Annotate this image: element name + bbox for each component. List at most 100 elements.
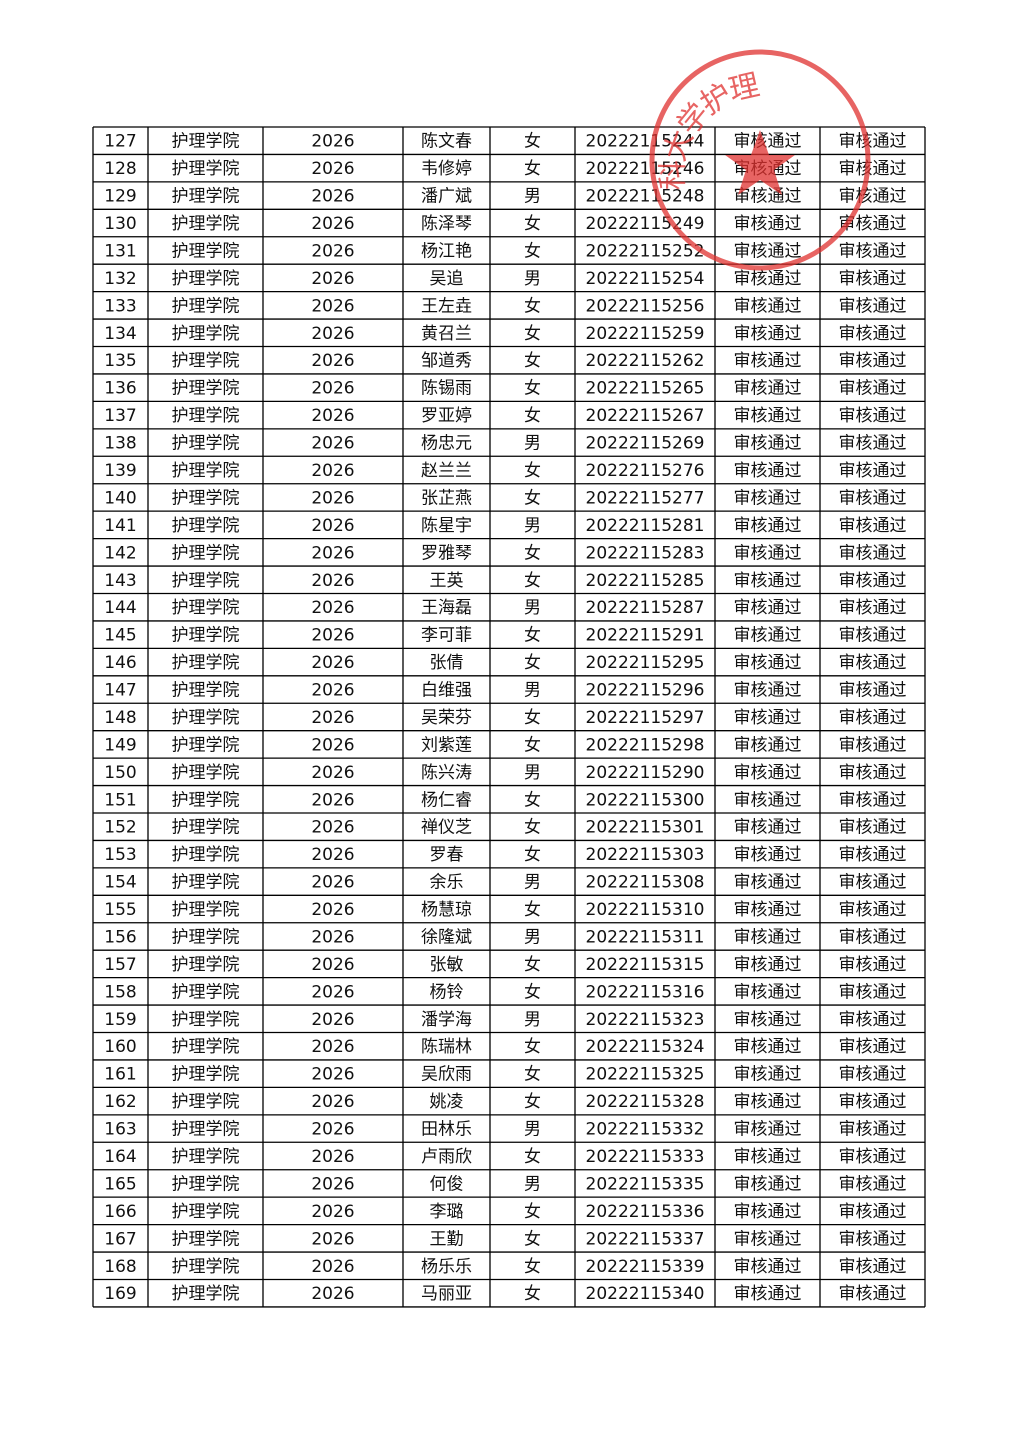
cell: 136 xyxy=(104,379,136,399)
cell: 143 xyxy=(104,571,136,591)
cell: 20222115328 xyxy=(586,1092,705,1112)
cell: 杨乐乐 xyxy=(421,1257,472,1277)
cell: 女 xyxy=(524,982,541,1002)
cell: 审核通过 xyxy=(734,269,802,289)
cell: 20222115262 xyxy=(586,351,705,371)
cell: 157 xyxy=(104,955,136,975)
cell: 2026 xyxy=(311,1065,354,1085)
cell: 护理学院 xyxy=(172,296,240,316)
cell: 李璐 xyxy=(430,1202,464,1222)
cell: 155 xyxy=(104,900,136,920)
cell: 2026 xyxy=(311,626,354,646)
cell: 审核通过 xyxy=(839,214,907,234)
cell: 护理学院 xyxy=(172,488,240,508)
cell: 20222115297 xyxy=(586,708,705,728)
cell: 男 xyxy=(524,927,541,947)
cell: 20222115244 xyxy=(586,132,705,152)
cell: 2026 xyxy=(311,1257,354,1277)
cell: 163 xyxy=(104,1120,136,1140)
cell: 女 xyxy=(524,735,541,755)
cell: 女 xyxy=(524,1037,541,1057)
cell: 2026 xyxy=(311,955,354,975)
cell: 护理学院 xyxy=(172,955,240,975)
cell: 护理学院 xyxy=(172,900,240,920)
cell: 审核通过 xyxy=(839,296,907,316)
cell: 审核通过 xyxy=(734,1120,802,1140)
cell: 潘广斌 xyxy=(421,187,472,207)
cell: 137 xyxy=(104,406,136,426)
cell: 审核通过 xyxy=(734,763,802,783)
cell: 女 xyxy=(524,1092,541,1112)
cell: 男 xyxy=(524,598,541,618)
cell: 2026 xyxy=(311,132,354,152)
cell: 罗亚婷 xyxy=(421,406,472,426)
cell: 审核通过 xyxy=(734,543,802,563)
cell: 陈文春 xyxy=(421,132,472,152)
cell: 马丽亚 xyxy=(421,1284,472,1304)
cell: 审核通过 xyxy=(734,927,802,947)
cell: 审核通过 xyxy=(734,571,802,591)
cell: 128 xyxy=(104,159,136,179)
cell: 男 xyxy=(524,516,541,536)
cell: 护理学院 xyxy=(172,873,240,893)
cell: 护理学院 xyxy=(172,1010,240,1030)
cell: 卢雨欣 xyxy=(421,1147,472,1167)
cell: 男 xyxy=(524,269,541,289)
cell: 2026 xyxy=(311,818,354,838)
cell: 审核通过 xyxy=(839,708,907,728)
cell: 138 xyxy=(104,434,136,454)
cell: 女 xyxy=(524,1284,541,1304)
cell: 张倩 xyxy=(430,653,464,673)
cell: 20222115310 xyxy=(586,900,705,920)
cell: 审核通过 xyxy=(734,1010,802,1030)
cell: 女 xyxy=(524,1147,541,1167)
cell: 赵兰兰 xyxy=(421,461,472,481)
cell: 2026 xyxy=(311,790,354,810)
cell: 审核通过 xyxy=(734,653,802,673)
cell: 姚凌 xyxy=(430,1092,464,1112)
cell: 2026 xyxy=(311,653,354,673)
cell: 162 xyxy=(104,1092,136,1112)
stamp: 科大学护理 xyxy=(649,49,871,271)
cell: 审核通过 xyxy=(839,818,907,838)
cell: 审核通过 xyxy=(734,1257,802,1277)
cell: 田林乐 xyxy=(421,1120,472,1140)
cell: 护理学院 xyxy=(172,1229,240,1249)
cell: 男 xyxy=(524,1174,541,1194)
cell: 护理学院 xyxy=(172,1092,240,1112)
cell: 审核通过 xyxy=(839,763,907,783)
cell: 护理学院 xyxy=(172,434,240,454)
cell: 陈锡雨 xyxy=(421,379,472,399)
cell: 审核通过 xyxy=(839,543,907,563)
cell: 2026 xyxy=(311,1147,354,1167)
cell: 20222115311 xyxy=(586,927,705,947)
cell: 王英 xyxy=(430,571,464,591)
cell: 护理学院 xyxy=(172,159,240,179)
cell: 20222115336 xyxy=(586,1202,705,1222)
cell: 审核通过 xyxy=(839,132,907,152)
cell: 2026 xyxy=(311,324,354,344)
cell: 20222115332 xyxy=(586,1120,705,1140)
cell: 护理学院 xyxy=(172,1065,240,1085)
cell: 护理学院 xyxy=(172,516,240,536)
cell: 20222115296 xyxy=(586,681,705,701)
cell: 153 xyxy=(104,845,136,865)
cell: 余乐 xyxy=(430,873,464,893)
cell: 女 xyxy=(524,653,541,673)
cell: 女 xyxy=(524,296,541,316)
cell: 审核通过 xyxy=(839,873,907,893)
cell: 2026 xyxy=(311,900,354,920)
cell: 女 xyxy=(524,324,541,344)
cell: 审核通过 xyxy=(839,241,907,261)
cell: 审核通过 xyxy=(734,845,802,865)
cell: 护理学院 xyxy=(172,982,240,1002)
cell: 李可菲 xyxy=(421,626,472,646)
cell: 127 xyxy=(104,132,136,152)
cell: 护理学院 xyxy=(172,324,240,344)
cell: 129 xyxy=(104,187,136,207)
cell: 刘紫莲 xyxy=(421,735,472,755)
cell: 169 xyxy=(104,1284,136,1304)
cell: 2026 xyxy=(311,681,354,701)
cell: 131 xyxy=(104,241,136,261)
